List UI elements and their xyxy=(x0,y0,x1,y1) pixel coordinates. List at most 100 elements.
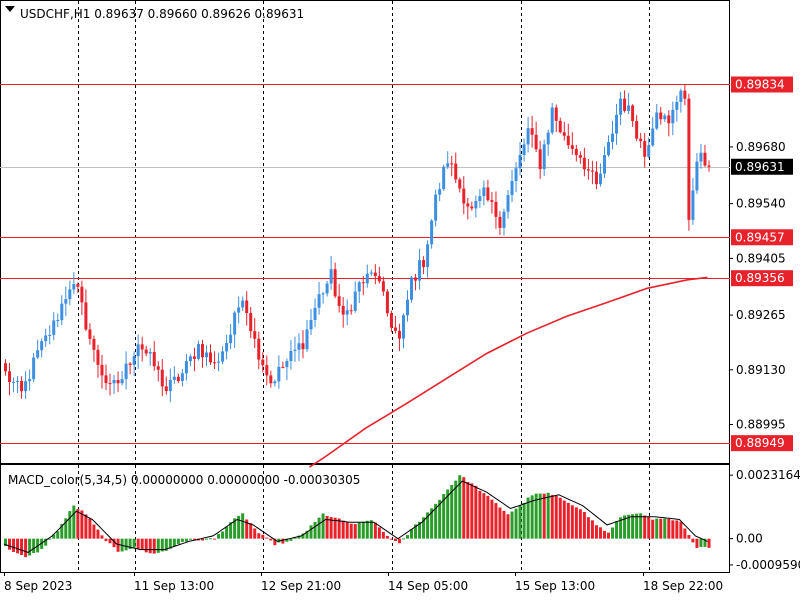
candle-body xyxy=(140,344,144,350)
candle-body xyxy=(615,114,619,134)
candle-body xyxy=(285,361,289,368)
candle-body xyxy=(200,344,204,358)
macd-bar xyxy=(225,526,229,539)
macd-bar xyxy=(470,483,474,539)
macd-bar xyxy=(522,502,526,539)
candle-body xyxy=(12,381,16,383)
candle-body xyxy=(546,132,550,145)
macd-bar xyxy=(249,523,253,539)
macd-bar xyxy=(518,505,522,539)
macd-bar xyxy=(353,524,357,539)
candle-body xyxy=(116,379,120,384)
macd-bar xyxy=(438,499,442,539)
candle-body xyxy=(538,149,542,170)
candle-body xyxy=(184,361,188,374)
candle-body xyxy=(168,379,172,392)
macd-bar xyxy=(132,538,136,548)
candle-body xyxy=(510,180,514,196)
macd-bar xyxy=(80,510,84,539)
macd-bar xyxy=(12,538,16,552)
macd-bar xyxy=(277,538,281,543)
macd-bar xyxy=(172,538,176,547)
candle-body xyxy=(188,356,192,362)
candle-body xyxy=(683,90,687,99)
candle-body xyxy=(20,381,24,392)
macd-bar xyxy=(136,538,140,549)
candle-body xyxy=(205,352,208,358)
macd-bar xyxy=(152,538,156,554)
candle-body xyxy=(651,128,655,146)
candle-body xyxy=(52,320,56,335)
candle-body xyxy=(598,173,602,185)
macd-bar xyxy=(607,532,610,539)
macd-bar xyxy=(377,527,381,539)
macd-bar xyxy=(68,511,72,539)
candle-body xyxy=(703,152,707,166)
macd-bar xyxy=(64,518,68,539)
macd-bar xyxy=(245,519,249,539)
macd-bar xyxy=(598,527,602,539)
candle-body xyxy=(305,329,309,350)
macd-tick-label: 0.0023164 xyxy=(736,468,800,482)
macd-bar xyxy=(667,518,671,539)
candle-body xyxy=(28,379,32,382)
candle-body xyxy=(108,383,112,385)
macd-bar xyxy=(349,523,353,539)
symbol-dropdown-icon[interactable] xyxy=(5,6,15,12)
candle-body xyxy=(329,269,333,284)
candle-body xyxy=(611,133,615,143)
candle-body xyxy=(619,98,623,115)
macd-bar xyxy=(494,503,498,539)
candle-body xyxy=(48,334,52,336)
candle-body xyxy=(144,349,148,354)
macd-bar xyxy=(76,509,80,539)
macd-bar xyxy=(92,524,96,539)
moving-average-path xyxy=(309,276,708,468)
candle-body xyxy=(136,344,140,357)
candle-body xyxy=(40,341,44,351)
macd-bar xyxy=(462,477,466,539)
macd-bar xyxy=(566,502,570,539)
price-level-labels: 0.89834 0.89457 0.89356 0.88949 0.89631 xyxy=(731,76,793,452)
price-tick-label: 0.89130 xyxy=(736,363,786,377)
candle-body xyxy=(72,284,76,290)
candle-body xyxy=(438,189,442,195)
candle-body xyxy=(353,291,357,311)
candle-body xyxy=(490,200,494,202)
macd-panel: 0.0023164 0.00 -0.0009590 xyxy=(3,468,800,572)
macd-bar xyxy=(430,508,434,539)
candle-body xyxy=(406,299,409,316)
candle-body xyxy=(333,269,337,297)
time-label: 15 Sep 13:00 xyxy=(515,579,595,593)
level-lines[interactable] xyxy=(0,84,730,444)
candle-body xyxy=(647,145,651,157)
macd-bar xyxy=(562,500,566,539)
macd-bar xyxy=(8,538,12,550)
candle-body xyxy=(566,135,570,146)
macd-bar xyxy=(140,538,144,550)
candle-body xyxy=(196,344,200,359)
candle-body xyxy=(454,163,458,180)
candle-body xyxy=(237,307,241,313)
macd-bar xyxy=(663,518,667,539)
macd-bar xyxy=(164,538,168,551)
macd-bar xyxy=(217,534,221,539)
macd-bar xyxy=(615,521,619,539)
candle-body xyxy=(56,320,60,322)
macd-bar xyxy=(84,514,88,539)
macd-bar xyxy=(534,493,538,539)
macd-bar xyxy=(526,497,530,539)
macd-bar xyxy=(450,484,454,539)
price-tick-label: 0.89540 xyxy=(736,197,786,211)
candle-body xyxy=(104,375,108,384)
macd-bar xyxy=(333,517,337,539)
macd-bar xyxy=(345,522,349,539)
candle-body xyxy=(60,303,64,321)
macd-bar xyxy=(180,538,184,542)
macd-bar xyxy=(301,533,305,539)
macd-bar xyxy=(385,535,389,539)
candle-body xyxy=(225,343,229,352)
